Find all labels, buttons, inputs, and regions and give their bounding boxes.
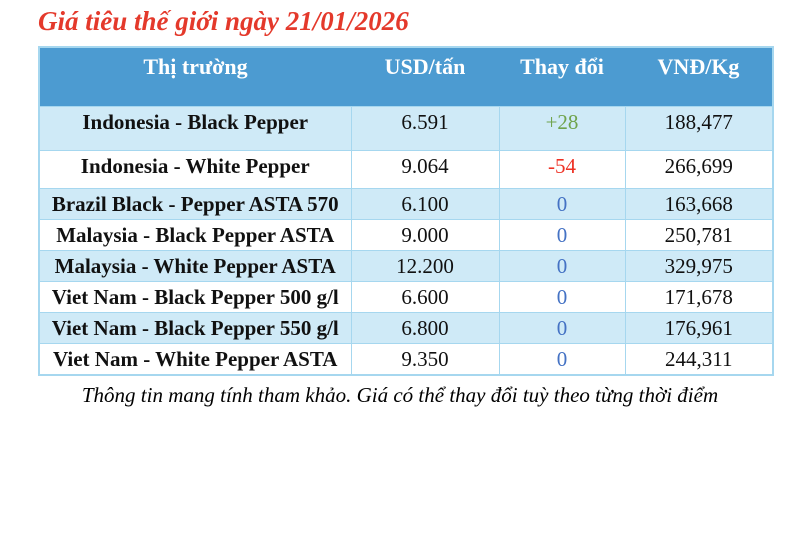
table-row: Viet Nam - White Pepper ASTA 9.350 0 244… [38, 343, 774, 376]
change-cell: 0 [498, 343, 626, 376]
table-row: Malaysia - White Pepper ASTA 12.200 0 32… [38, 250, 774, 282]
table-row: Indonesia - Black Pepper 6.591 +28 188,4… [38, 106, 774, 151]
column-header-usd-per-ton: USD/tấn [351, 47, 499, 107]
change-cell: 0 [498, 219, 626, 251]
usd-per-ton-cell: 9.064 [350, 150, 500, 189]
table-row: Indonesia - White Pepper 9.064 -54 266,6… [38, 150, 774, 189]
vnd-per-kg-cell: 329,975 [624, 250, 774, 282]
market-cell: Viet Nam - White Pepper ASTA [38, 343, 352, 376]
disclaimer-text: Thông tin mang tính tham khảo. Giá có th… [81, 383, 719, 407]
change-cell: 0 [498, 312, 626, 344]
usd-per-ton-cell: 12.200 [350, 250, 500, 282]
change-cell: +28 [498, 106, 626, 151]
vnd-per-kg-cell: 176,961 [624, 312, 774, 344]
column-header-change: Thay đổi [499, 47, 625, 107]
column-header-market: Thị trường [39, 47, 351, 107]
vnd-per-kg-cell: 163,668 [624, 188, 774, 220]
table-row: Malaysia - Black Pepper ASTA 9.000 0 250… [38, 219, 774, 251]
change-cell: 0 [498, 188, 626, 220]
table-row: Viet Nam - Black Pepper 550 g/l 6.800 0 … [38, 312, 774, 344]
table-header-row: Thị trường USD/tấn Thay đổi VNĐ/Kg [39, 47, 773, 107]
usd-per-ton-cell: 6.800 [350, 312, 500, 344]
market-cell: Malaysia - White Pepper ASTA [38, 250, 352, 282]
usd-per-ton-cell: 6.591 [350, 106, 500, 151]
market-cell: Indonesia - Black Pepper [38, 106, 352, 151]
usd-per-ton-cell: 6.100 [350, 188, 500, 220]
page-title: Giá tiêu thế giới ngày 21/01/2026 [38, 6, 409, 36]
market-cell: Viet Nam - Black Pepper 550 g/l [38, 312, 352, 344]
market-cell: Viet Nam - Black Pepper 500 g/l [38, 281, 352, 313]
table-row: Viet Nam - Black Pepper 500 g/l 6.600 0 … [38, 281, 774, 313]
change-cell: -54 [498, 150, 626, 189]
table-row: Brazil Black - Pepper ASTA 570 6.100 0 1… [38, 188, 774, 220]
vnd-per-kg-cell: 171,678 [624, 281, 774, 313]
market-cell: Indonesia - White Pepper [38, 150, 352, 189]
vnd-per-kg-cell: 188,477 [624, 106, 774, 151]
market-cell: Malaysia - Black Pepper ASTA [38, 219, 352, 251]
change-cell: 0 [498, 281, 626, 313]
usd-per-ton-cell: 9.000 [350, 219, 500, 251]
pepper-price-table: Thị trường USD/tấn Thay đổi VNĐ/Kg Indon… [38, 46, 774, 376]
usd-per-ton-cell: 6.600 [350, 281, 500, 313]
vnd-per-kg-cell: 250,781 [624, 219, 774, 251]
column-header-vnd-per-kg: VNĐ/Kg [625, 47, 773, 107]
usd-per-ton-cell: 9.350 [350, 343, 500, 376]
vnd-per-kg-cell: 266,699 [624, 150, 774, 189]
vnd-per-kg-cell: 244,311 [624, 343, 774, 376]
change-cell: 0 [498, 250, 626, 282]
market-cell: Brazil Black - Pepper ASTA 570 [38, 188, 352, 220]
